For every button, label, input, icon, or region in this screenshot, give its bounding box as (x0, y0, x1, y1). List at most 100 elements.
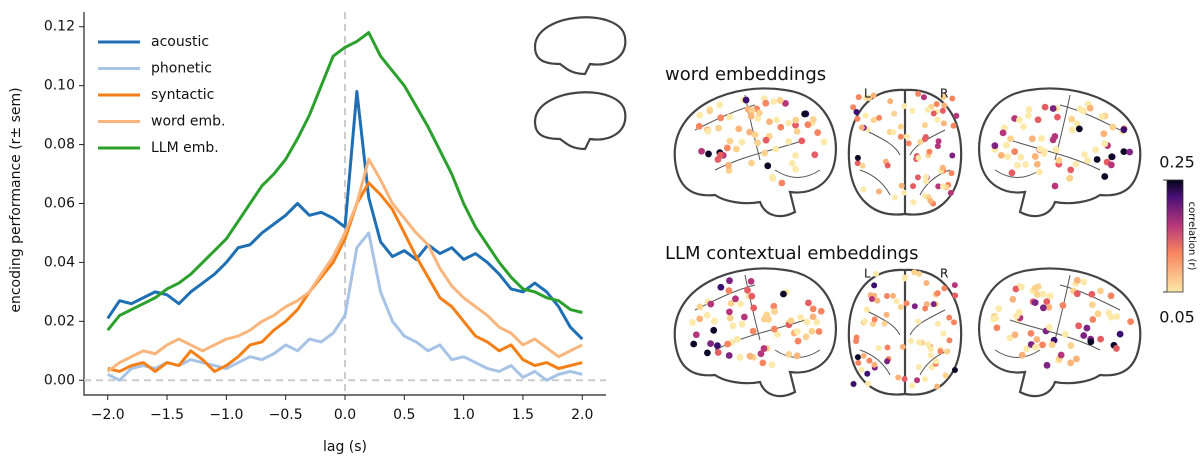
electrode-dot (910, 199, 917, 206)
electrode-dot (820, 138, 828, 146)
electrode-dot (725, 162, 732, 169)
electrode-dot (705, 150, 712, 158)
electrode-dot (853, 334, 860, 341)
electrode-dot (1018, 351, 1026, 359)
electrode-dot (1068, 115, 1076, 123)
electrode-dot (873, 270, 880, 277)
legend-label: acoustic (151, 34, 209, 50)
electrode-dot (751, 131, 759, 139)
electrode-dot (890, 129, 897, 136)
electrode-dot (949, 152, 956, 159)
electrode-dot (793, 128, 801, 135)
electrode-dot (890, 292, 897, 299)
electrode-dot (999, 129, 1007, 137)
electrode-dot (1035, 168, 1043, 176)
electrode-dot (915, 339, 922, 346)
electrode-dot (914, 174, 921, 181)
electrode-dot (895, 374, 902, 381)
electrode-dot (762, 136, 770, 144)
electrode-dot (759, 359, 767, 367)
electrode-dot (725, 287, 733, 295)
electrode-dot (1019, 123, 1027, 131)
electrode-dot (940, 330, 947, 337)
electrode-dot (737, 300, 744, 308)
brain-view (978, 267, 1142, 398)
electrode-dot (785, 350, 793, 358)
electrode-dot (1008, 169, 1016, 177)
brain-sulcus (694, 94, 821, 178)
electrode-dot (778, 179, 786, 187)
electrode-dot (809, 305, 817, 313)
electrode-dot (1100, 130, 1108, 138)
electrode-dot (1089, 316, 1097, 323)
electrode-dot (794, 337, 802, 345)
legend-label: word emb. (151, 114, 225, 130)
electrode-dot (1080, 278, 1088, 286)
electrode-dot (1088, 290, 1096, 298)
electrode-dot (748, 107, 756, 114)
electrode-dot (788, 159, 796, 167)
electrode-dot (932, 358, 939, 365)
electrode-dot (850, 104, 857, 111)
electrode-dot (1120, 126, 1128, 134)
electrode-dot (733, 335, 741, 343)
electrode-dot (1052, 146, 1060, 154)
electrode-dot (915, 90, 922, 97)
hemisphere-label: R (940, 267, 948, 281)
electrode-dot (771, 308, 778, 315)
electrode-dot (891, 110, 898, 117)
electrode-dot (1017, 153, 1025, 161)
electrode-dot (726, 137, 734, 145)
electrode-dot (1108, 153, 1116, 161)
electrode-dot (813, 318, 821, 326)
electrode-dot (704, 349, 711, 357)
electrode-dot (946, 314, 953, 321)
electrode-dot (1088, 301, 1096, 309)
electrode-dot (1080, 332, 1088, 339)
electrode-dot (917, 139, 924, 146)
electrode-dot (1014, 161, 1021, 169)
electrode-dot (951, 367, 958, 374)
electrode-dot (766, 118, 773, 126)
electrode-dot (859, 162, 866, 169)
hemisphere-label: R (940, 87, 948, 101)
electrode-dot (871, 361, 878, 368)
electrode-dot (769, 173, 776, 181)
electrode-dot (1073, 120, 1081, 128)
electrode-dot (883, 311, 890, 318)
electrode-dot (793, 352, 801, 360)
electrode-dot (947, 189, 954, 196)
electrode-dot (928, 364, 935, 371)
electrode-dot (748, 292, 756, 300)
electrode-dot (995, 305, 1002, 313)
series-line (106, 90, 584, 341)
electrode-dot (772, 145, 780, 153)
brain-view (673, 87, 837, 218)
electrode-dot (924, 106, 931, 113)
electrode-dot (1073, 290, 1081, 298)
electrode-dot (689, 319, 696, 326)
electrode-dot (1109, 123, 1117, 131)
electrode-dot (881, 320, 888, 327)
electrode-dot (854, 115, 861, 122)
electrode-dot (1067, 359, 1074, 367)
electrode-dot (744, 286, 751, 294)
electrode-dot (1031, 153, 1039, 160)
electrode-dot (808, 327, 816, 335)
electrode-dot (1034, 116, 1042, 124)
electrode-dot (911, 303, 918, 310)
hemisphere-label: L (864, 87, 871, 101)
electrode-dot (858, 366, 865, 373)
electrode-dot (1101, 173, 1109, 180)
electrode-dot (1081, 151, 1088, 159)
electrode-dot (948, 170, 955, 177)
electrode-dot (1075, 125, 1083, 133)
electrode-dot (704, 127, 712, 135)
electrode-dot (792, 152, 799, 159)
electrode-dot (774, 330, 781, 338)
electrode-dot (898, 182, 905, 189)
electrode-dot (860, 186, 867, 193)
electrode-dot (997, 151, 1005, 159)
electrode-dot (746, 128, 754, 136)
electrode-dot (768, 361, 776, 369)
